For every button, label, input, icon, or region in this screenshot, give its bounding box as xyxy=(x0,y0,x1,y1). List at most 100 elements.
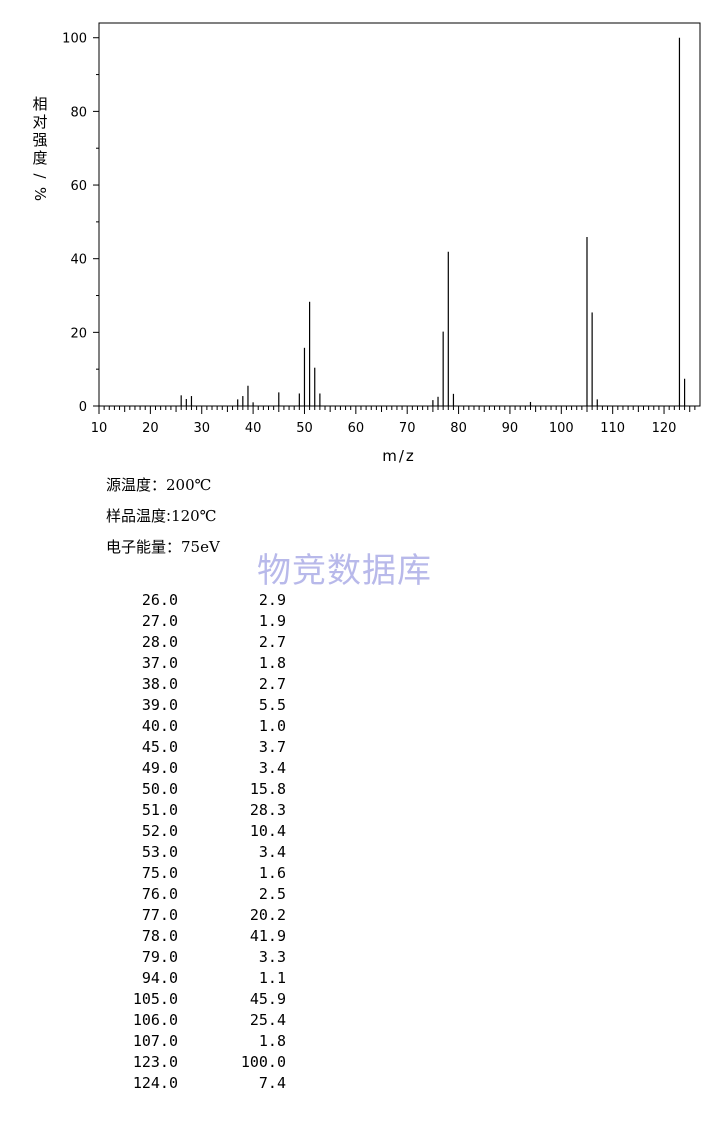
peak-table-row: 50.0 15.8 xyxy=(100,779,286,800)
peak-table-row: 40.0 1.0 xyxy=(100,716,286,737)
peak-mz: 28.0 xyxy=(141,633,178,651)
peak-intensity: 1.6 xyxy=(258,864,286,882)
x-tick-label: 10 xyxy=(91,421,108,436)
peak-mz: 51.0 xyxy=(141,801,178,819)
peak-mz: 76.0 xyxy=(141,885,178,903)
electron-energy: 电子能量：75eV xyxy=(106,536,220,557)
x-tick-label: 30 xyxy=(193,421,210,436)
peak-mz: 107.0 xyxy=(132,1032,178,1050)
x-tick-label: 120 xyxy=(652,421,677,436)
source-temperature: 源温度：200℃ xyxy=(106,474,211,495)
peak-table-row: 53.0 3.4 xyxy=(100,842,286,863)
peak-table-row: 52.0 10.4 xyxy=(100,821,286,842)
peak-bars xyxy=(180,37,686,406)
y-axis-label-char: 对 xyxy=(32,113,48,131)
y-tick-label: 80 xyxy=(70,105,87,120)
peak-intensity: 2.5 xyxy=(258,885,286,903)
peak-intensity: 2.7 xyxy=(258,675,286,693)
peak-mz: 79.0 xyxy=(141,948,178,966)
peak-intensity: 2.9 xyxy=(258,591,286,609)
peak-table: 26.0 2.9 27.0 1.9 28.0 2.7 37.0 1.8 38.0 2.7 39.0 5… xyxy=(100,590,286,1094)
peak-intensity: 1.9 xyxy=(258,612,286,630)
peak-intensity: 25.4 xyxy=(249,1011,286,1029)
peak-intensity: 10.4 xyxy=(249,822,286,840)
y-axis-label-char: / xyxy=(31,173,49,179)
peak-table-row: 28.0 2.7 xyxy=(100,632,286,653)
peak-table-row: 106.0 25.4 xyxy=(100,1010,286,1031)
peak-mz: 94.0 xyxy=(141,969,178,987)
x-tick-label: 80 xyxy=(450,421,467,436)
peak-table-row: 51.0 28.3 xyxy=(100,800,286,821)
peak-intensity: 3.4 xyxy=(258,759,286,777)
peak-table-row: 123.0 100.0 xyxy=(100,1052,286,1073)
x-axis-label: m/z xyxy=(382,447,416,465)
peak-mz: 40.0 xyxy=(141,717,178,735)
sample-temperature-label: 样品温度: xyxy=(106,507,172,525)
sample-temperature: 样品温度:120℃ xyxy=(106,505,216,526)
peak-intensity: 2.7 xyxy=(258,633,286,651)
peak-table-row: 39.0 5.5 xyxy=(100,695,286,716)
y-axis-label-char: 度 xyxy=(32,149,48,167)
y-tick-label: 0 xyxy=(79,400,87,415)
y-axis-label-char: 强 xyxy=(32,131,48,149)
peak-mz: 52.0 xyxy=(141,822,178,840)
peak-table-row: 76.0 2.5 xyxy=(100,884,286,905)
watermark: 物竞数据库 xyxy=(257,551,432,591)
peak-table-row: 75.0 1.6 xyxy=(100,863,286,884)
peak-intensity: 15.8 xyxy=(249,780,286,798)
peak-intensity: 3.7 xyxy=(258,738,286,756)
y-tick-label: 60 xyxy=(70,179,87,194)
x-axis: 10 20 30 40 50 60 70 80 90 100 110 120 xyxy=(91,406,696,436)
peak-mz: 123.0 xyxy=(132,1053,178,1071)
peak-intensity: 100.0 xyxy=(240,1053,286,1071)
peak-table-row: 26.0 2.9 xyxy=(100,590,286,611)
peak-intensity: 5.5 xyxy=(258,696,286,714)
electron-energy-value: 75eV xyxy=(181,538,220,556)
x-tick-label: 100 xyxy=(549,421,574,436)
x-tick-label: 40 xyxy=(245,421,262,436)
x-tick-label: 20 xyxy=(142,421,159,436)
source-temperature-value: 200℃ xyxy=(166,476,212,494)
peak-table-row: 94.0 1.1 xyxy=(100,968,286,989)
peak-intensity: 1.1 xyxy=(258,969,286,987)
mass-spectrum-chart: 0 20 40 60 80 100 10 20 30 40 50 60 70 80 90 100 110 120… xyxy=(62,22,701,465)
peak-table-row: 124.0 7.4 xyxy=(100,1073,286,1094)
plot-frame xyxy=(98,22,701,407)
peak-mz: 53.0 xyxy=(141,843,178,861)
peak-table-row: 45.0 3.7 xyxy=(100,737,286,758)
peak-mz: 124.0 xyxy=(132,1074,178,1092)
peak-mz: 26.0 xyxy=(141,591,178,609)
peak-table-row: 107.0 1.8 xyxy=(100,1031,286,1052)
x-tick-label: 90 xyxy=(502,421,519,436)
y-axis-label-char: 相 xyxy=(32,95,48,113)
sample-temperature-value: 120℃ xyxy=(171,507,217,525)
peak-intensity: 3.4 xyxy=(258,843,286,861)
peak-mz: 27.0 xyxy=(141,612,178,630)
peak-intensity: 20.2 xyxy=(249,906,286,924)
peak-intensity: 3.3 xyxy=(258,948,286,966)
peak-table-row: 37.0 1.8 xyxy=(100,653,286,674)
x-tick-label: 70 xyxy=(399,421,416,436)
peak-intensity: 41.9 xyxy=(249,927,286,945)
peak-intensity: 1.8 xyxy=(258,1032,286,1050)
y-axis: 0 20 40 60 80 100 xyxy=(62,32,99,415)
peak-mz: 38.0 xyxy=(141,675,178,693)
y-tick-label: 20 xyxy=(70,326,87,341)
peak-table-row: 49.0 3.4 xyxy=(100,758,286,779)
peak-table-row: 38.0 2.7 xyxy=(100,674,286,695)
y-axis-label-char: % xyxy=(31,186,49,202)
peak-mz: 106.0 xyxy=(132,1011,178,1029)
y-axis-label: 相对强度 /% xyxy=(30,95,50,203)
source-temperature-label: 源温度： xyxy=(106,476,167,494)
electron-energy-label: 电子能量： xyxy=(106,538,182,556)
peak-mz: 39.0 xyxy=(141,696,178,714)
x-tick-label: 60 xyxy=(348,421,365,436)
peak-mz: 78.0 xyxy=(141,927,178,945)
peak-table-row: 105.0 45.9 xyxy=(100,989,286,1010)
peak-table-row: 78.0 41.9 xyxy=(100,926,286,947)
x-tick-label: 110 xyxy=(600,421,625,436)
peak-mz: 49.0 xyxy=(141,759,178,777)
peak-intensity: 45.9 xyxy=(249,990,286,1008)
peak-mz: 77.0 xyxy=(141,906,178,924)
x-tick-label: 50 xyxy=(296,421,313,436)
